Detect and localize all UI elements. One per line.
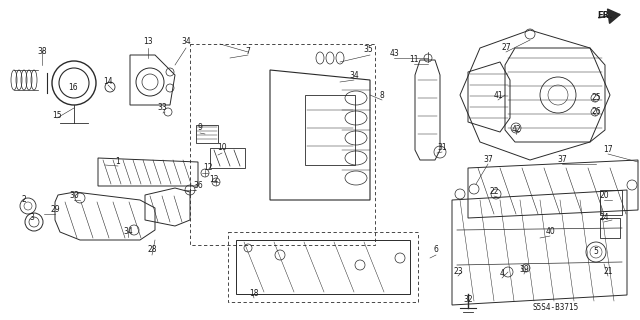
Text: 22: 22 — [489, 188, 499, 196]
Text: 29: 29 — [50, 205, 60, 214]
Text: 11: 11 — [409, 55, 419, 65]
Text: 32: 32 — [463, 295, 473, 305]
Text: 43: 43 — [389, 50, 399, 59]
Bar — [305, 95, 355, 165]
Text: 37: 37 — [557, 156, 567, 164]
Text: 38: 38 — [37, 47, 47, 57]
Text: 3: 3 — [29, 213, 35, 222]
Text: 36: 36 — [193, 180, 203, 189]
Text: 7: 7 — [246, 47, 250, 57]
Text: 1: 1 — [116, 157, 120, 166]
Text: 13: 13 — [143, 37, 153, 46]
Text: 6: 6 — [433, 245, 438, 254]
Text: 41: 41 — [493, 92, 503, 100]
Text: 40: 40 — [545, 228, 555, 236]
Text: 34: 34 — [123, 228, 133, 236]
Text: 27: 27 — [501, 44, 511, 52]
Text: 35: 35 — [363, 45, 373, 54]
Text: 25: 25 — [591, 93, 601, 102]
Text: 39: 39 — [519, 266, 529, 275]
Text: 8: 8 — [380, 91, 385, 100]
Text: 12: 12 — [204, 164, 212, 172]
Text: 28: 28 — [147, 245, 157, 254]
Text: 42: 42 — [511, 125, 521, 134]
FancyArrowPatch shape — [599, 9, 620, 23]
Bar — [600, 218, 620, 238]
Text: 34: 34 — [181, 37, 191, 46]
Text: 9: 9 — [198, 124, 202, 132]
Text: 12: 12 — [209, 175, 219, 185]
Bar — [210, 148, 245, 168]
Text: 34: 34 — [349, 71, 359, 81]
Text: 20: 20 — [599, 191, 609, 201]
Text: 16: 16 — [68, 84, 78, 92]
Bar — [228, 232, 418, 302]
Text: 17: 17 — [603, 146, 613, 155]
Text: 30: 30 — [69, 191, 79, 201]
Text: 2: 2 — [22, 196, 26, 204]
Bar — [600, 190, 622, 215]
Text: FR.: FR. — [597, 12, 612, 20]
Text: 10: 10 — [217, 143, 227, 153]
Text: 26: 26 — [591, 108, 601, 116]
Text: S5S4-B3715: S5S4-B3715 — [533, 303, 579, 313]
Text: 23: 23 — [453, 268, 463, 276]
Text: 14: 14 — [103, 77, 113, 86]
Bar — [196, 125, 218, 143]
Text: 15: 15 — [52, 110, 62, 119]
Text: 4: 4 — [500, 269, 504, 278]
Text: 24: 24 — [599, 213, 609, 222]
Text: 37: 37 — [483, 156, 493, 164]
Text: 18: 18 — [249, 290, 259, 299]
Text: 21: 21 — [604, 268, 612, 276]
Text: 33: 33 — [157, 103, 167, 113]
Text: 31: 31 — [437, 143, 447, 153]
Text: 5: 5 — [593, 247, 598, 257]
